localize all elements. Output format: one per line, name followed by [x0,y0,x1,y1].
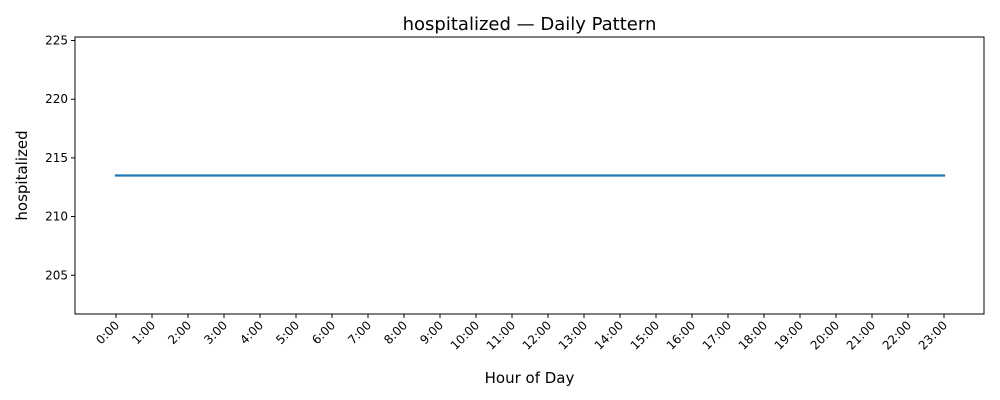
data-point [835,174,837,177]
data-point [223,174,225,177]
data-point [727,174,729,177]
data-point [619,174,621,177]
data-point [583,174,585,177]
data-point [475,174,477,177]
data-point [295,174,297,177]
data-point [403,174,405,177]
y-tick-label: 210 [45,210,68,224]
data-point [943,174,945,177]
data-point [871,174,873,177]
data-point [151,174,153,177]
y-axis: 205 210 215 220 225 [45,34,75,282]
data-point [367,174,369,177]
data-point [259,174,261,177]
data-point [547,174,549,177]
y-tick-label: 225 [45,34,68,48]
data-point [799,174,801,177]
data-point [763,174,765,177]
data-point [511,174,513,177]
data-point [691,174,693,177]
data-point [655,174,657,177]
data-point [331,174,333,177]
data-point [907,174,909,177]
data-point [187,174,189,177]
y-tick-label: 215 [45,151,68,165]
y-tick-label: 220 [45,92,68,106]
y-tick-label: 205 [45,268,68,282]
x-axis-label: Hour of Day [485,369,575,387]
plot-area-frame [74,36,985,315]
data-point [439,174,441,177]
data-point [115,174,117,177]
series-layer [114,174,946,177]
y-axis-label: hospitalized [13,130,31,220]
chart-title: hospitalized — Daily Pattern [403,14,657,35]
